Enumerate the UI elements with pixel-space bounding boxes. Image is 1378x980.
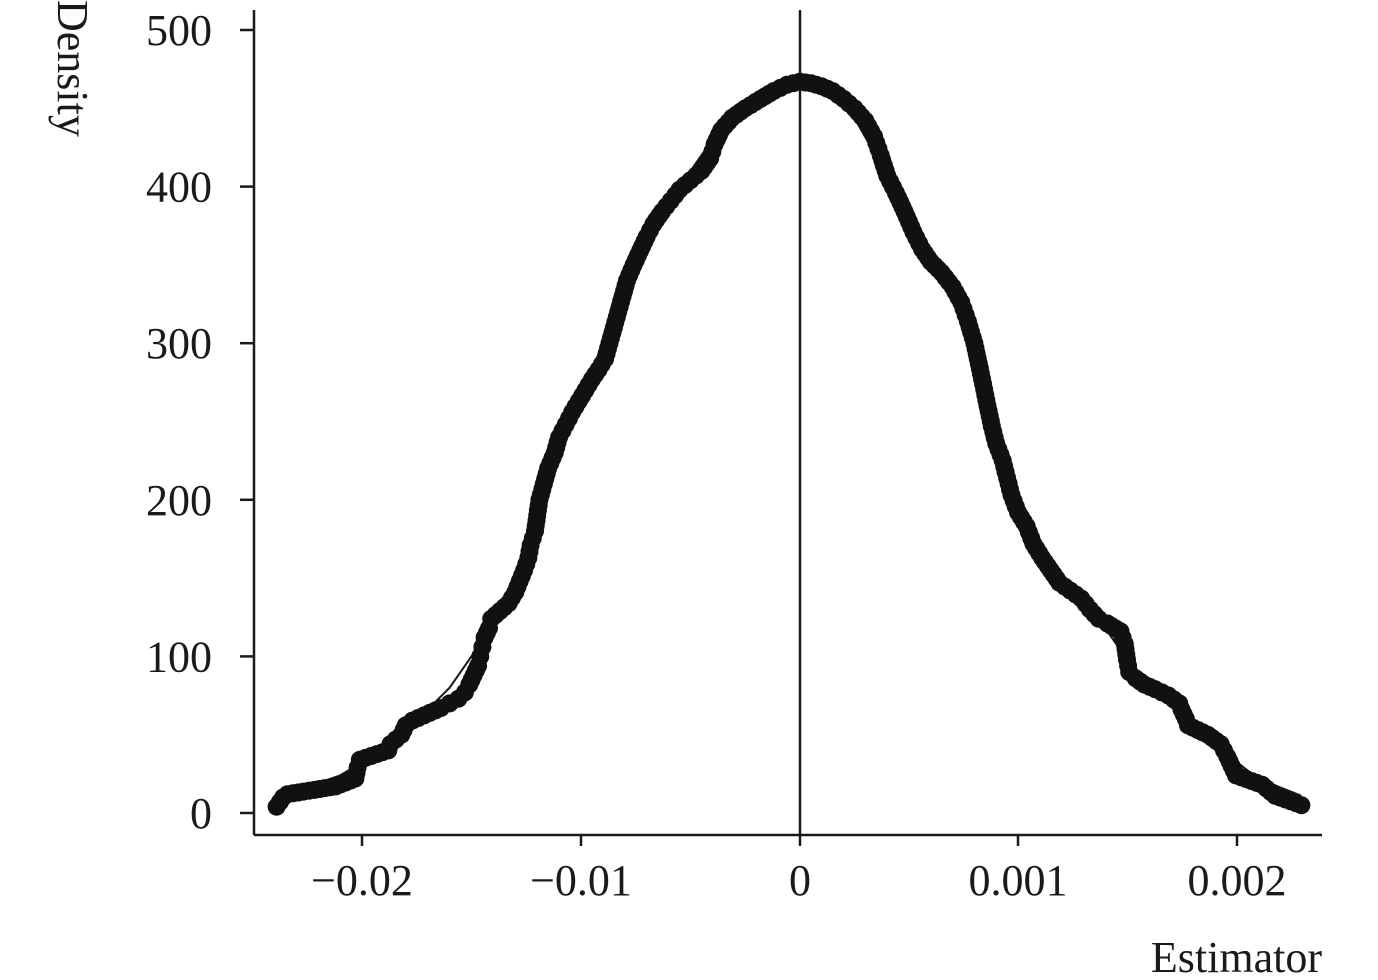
y-ticks: 0 100 200 300 400 500: [146, 6, 254, 838]
x-tick-label: 0.002: [1188, 856, 1287, 905]
y-tick-label: 100: [146, 632, 212, 681]
x-tick-label: −0.01: [530, 856, 632, 905]
y-tick-label: 400: [146, 163, 212, 212]
y-axis-title: Density: [48, 0, 97, 137]
x-tick-label: −0.02: [311, 856, 413, 905]
x-axis-title: Estimator: [1151, 933, 1322, 980]
series-layer: [267, 72, 1311, 816]
y-tick-label: 500: [146, 6, 212, 55]
y-tick-label: 300: [146, 319, 212, 368]
y-tick-label: 200: [146, 476, 212, 525]
y-tick-label: 0: [190, 789, 212, 838]
x-ticks: −0.02 −0.01 0 0.001 0.002: [311, 835, 1287, 905]
x-tick-label: 0: [789, 856, 811, 905]
axes: [252, 10, 1322, 837]
data-point: [1292, 796, 1311, 815]
x-tick-label: 0.001: [969, 856, 1068, 905]
